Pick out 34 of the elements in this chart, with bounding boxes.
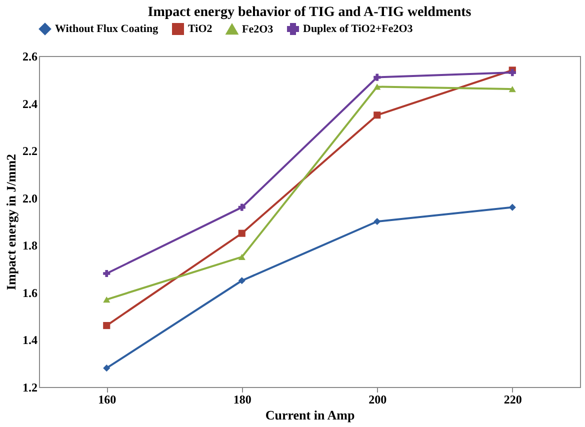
point	[103, 364, 110, 372]
x-tick-label: 200	[368, 392, 387, 406]
point	[238, 230, 246, 237]
y-tick-label: 2.4	[22, 96, 38, 111]
point	[103, 270, 110, 278]
legend-label: TiO2	[188, 23, 213, 35]
point	[374, 84, 381, 90]
point	[374, 74, 381, 81]
y-axis-title: Impact energy in J/mm2	[4, 154, 18, 290]
x-axis-title: Current in Amp	[265, 408, 355, 422]
y-tick-label: 2.2	[22, 144, 38, 158]
y-tick-label: 1.6	[22, 286, 38, 300]
point	[508, 86, 516, 92]
point	[508, 204, 516, 211]
y-tick-label: 2.6	[22, 50, 38, 64]
chart-title: Impact energy behavior of TIG and A-TIG weldments	[148, 5, 472, 20]
point	[374, 112, 381, 119]
point	[238, 254, 246, 260]
y-tick-label: 1.2	[22, 380, 38, 394]
point	[238, 204, 246, 211]
x-tick-label: 180	[233, 392, 252, 406]
y-tick-label: 2.0	[22, 191, 38, 206]
point	[238, 277, 246, 284]
point	[374, 218, 381, 226]
y-tick-label: 1.4	[22, 333, 38, 348]
legend-label: Duplex of TiO2+Fe2O3	[303, 23, 414, 35]
x-tick-label: 160	[98, 392, 116, 406]
point	[508, 69, 516, 76]
point	[103, 296, 110, 303]
legend-label: Fe2O3	[242, 23, 274, 36]
point	[103, 322, 110, 330]
y-tick-label: 1.8	[22, 238, 38, 253]
x-tick-label: 220	[504, 392, 522, 406]
legend-label: Without Flux Coating	[55, 23, 159, 35]
